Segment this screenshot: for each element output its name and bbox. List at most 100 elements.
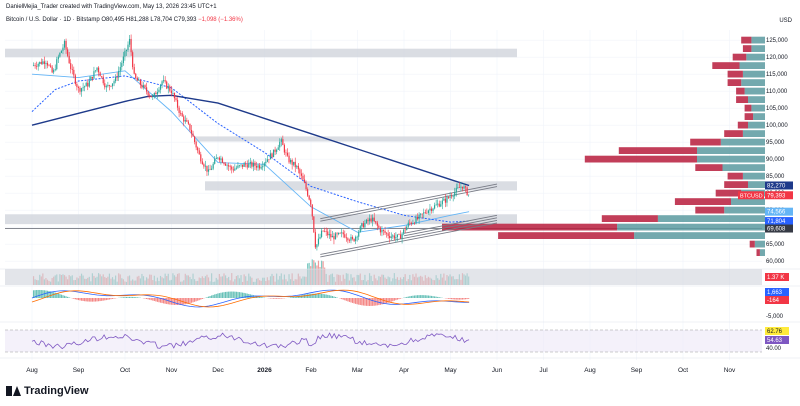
volume-profile-up-bar bbox=[748, 181, 765, 188]
candle-body bbox=[246, 164, 248, 168]
candle-body bbox=[351, 236, 354, 239]
candle-body bbox=[291, 159, 293, 165]
macd-histogram-bar bbox=[200, 298, 202, 300]
macd-histogram-bar bbox=[197, 298, 199, 301]
candle-body bbox=[310, 199, 312, 205]
candle-body bbox=[283, 145, 285, 153]
candle-body bbox=[133, 67, 135, 74]
y-tick-label: 100,000 bbox=[766, 123, 788, 129]
candle-body bbox=[365, 219, 368, 223]
candle-body bbox=[166, 81, 168, 89]
macd-histogram-bar bbox=[372, 298, 374, 306]
symbol-tag bbox=[738, 191, 764, 200]
macd-histogram-bar bbox=[339, 298, 341, 299]
candle-body bbox=[32, 65, 35, 66]
candle-body bbox=[392, 235, 394, 237]
macd-histogram-bar bbox=[215, 293, 217, 298]
macd-histogram-bar bbox=[241, 292, 244, 298]
candle-body bbox=[150, 95, 152, 98]
macd-histogram-bar bbox=[97, 298, 100, 302]
candle-body bbox=[403, 229, 405, 234]
macd-histogram-bar bbox=[94, 298, 97, 302]
candle-body bbox=[457, 187, 459, 188]
x-tick-label: Nov bbox=[166, 367, 178, 374]
candle-body bbox=[209, 169, 211, 171]
macd-histogram-bar bbox=[211, 295, 213, 298]
symbol-name[interactable]: Bitcoin / U.S. Dollar · 1D · Bitstamp bbox=[6, 17, 100, 23]
candle-body bbox=[268, 159, 270, 160]
price-tag bbox=[765, 181, 793, 190]
macd-histogram-bar bbox=[396, 298, 399, 300]
macd-histogram-bar bbox=[423, 295, 425, 298]
candle-body bbox=[68, 55, 70, 64]
candle-body bbox=[385, 232, 388, 234]
candle-body bbox=[234, 168, 236, 171]
candle-body bbox=[277, 147, 279, 150]
candle-body bbox=[147, 91, 149, 96]
candle-body bbox=[212, 163, 214, 169]
candle-body bbox=[34, 65, 36, 67]
candle-body bbox=[170, 90, 172, 94]
macd-histogram-bar bbox=[468, 298, 470, 299]
macd-histogram-bar bbox=[303, 294, 306, 298]
macd-line bbox=[31, 289, 470, 308]
candle-body bbox=[393, 235, 395, 239]
macd-histogram-bar bbox=[404, 297, 406, 298]
volume-profile-up-bar bbox=[748, 121, 765, 129]
macd-histogram-bar bbox=[378, 298, 380, 306]
macd-histogram-bar bbox=[224, 291, 227, 298]
candle-body bbox=[429, 208, 431, 211]
macd-histogram-bar bbox=[217, 293, 219, 298]
macd-histogram-bar bbox=[147, 298, 149, 300]
volume-profile-up-bar bbox=[617, 223, 765, 231]
currency-label: USD bbox=[779, 18, 792, 24]
macd-histogram-bar bbox=[39, 289, 41, 298]
candle-body bbox=[161, 81, 163, 86]
candle-body bbox=[334, 233, 337, 240]
candle-body bbox=[424, 212, 426, 213]
macd-histogram-bar bbox=[389, 298, 391, 303]
macd-histogram-bar bbox=[466, 298, 468, 300]
candle-body bbox=[262, 166, 264, 168]
tradingview-logo-icon bbox=[6, 386, 21, 396]
macd-histogram-bar bbox=[99, 298, 101, 302]
candle-body bbox=[313, 216, 315, 233]
zone-band bbox=[205, 181, 517, 191]
zone-band bbox=[5, 48, 517, 58]
macd-histogram-bar bbox=[187, 298, 189, 304]
macd-histogram-bar bbox=[77, 298, 80, 301]
indicator-tag bbox=[765, 296, 789, 304]
candle-body bbox=[381, 229, 383, 233]
macd-histogram-bar bbox=[412, 295, 414, 298]
candle-body bbox=[108, 85, 111, 86]
macd-histogram-bar bbox=[413, 295, 416, 298]
candle-body bbox=[452, 196, 454, 197]
candle-body bbox=[271, 153, 273, 158]
macd-histogram-bar bbox=[209, 296, 211, 298]
macd-histogram-bar bbox=[127, 296, 129, 298]
macd-histogram-bar bbox=[291, 297, 293, 298]
candle-body bbox=[101, 76, 103, 77]
macd-histogram-bar bbox=[193, 298, 196, 302]
macd-histogram-bar bbox=[206, 297, 208, 298]
macd-histogram-bar bbox=[130, 296, 132, 298]
candle-body bbox=[180, 112, 182, 114]
macd-histogram-bar bbox=[102, 298, 104, 301]
volume-profile-up-bar bbox=[697, 155, 765, 163]
x-tick-label: Oct bbox=[120, 367, 130, 374]
macd-histogram-bar bbox=[214, 294, 216, 298]
macd-histogram-bar bbox=[330, 295, 332, 298]
price-change: −1,098 (−1.36%) bbox=[198, 17, 243, 23]
candle-body bbox=[115, 76, 117, 82]
macd-histogram-bar bbox=[460, 298, 462, 300]
candle-body bbox=[358, 232, 360, 237]
macd-histogram-bar bbox=[328, 295, 330, 298]
macd-histogram-bar bbox=[243, 292, 245, 298]
candle-body bbox=[379, 227, 382, 233]
candle-body bbox=[432, 208, 434, 211]
candle-body bbox=[361, 223, 363, 227]
candle-body bbox=[226, 165, 228, 166]
macd-histogram-bar bbox=[80, 298, 83, 301]
macd-histogram-bar bbox=[176, 298, 179, 305]
